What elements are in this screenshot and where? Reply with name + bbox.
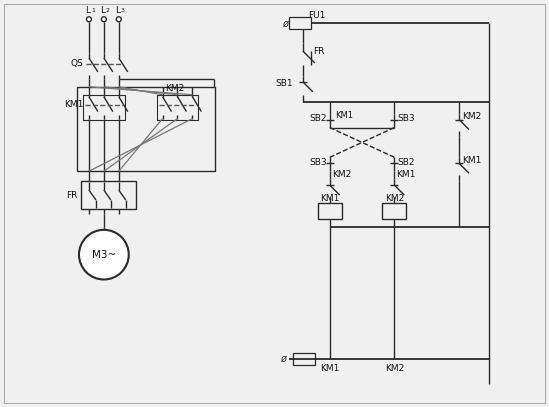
Text: KM1: KM1 — [320, 194, 339, 203]
Text: KM1: KM1 — [396, 170, 416, 179]
Circle shape — [116, 17, 121, 22]
Text: FR: FR — [66, 190, 77, 199]
Text: ø: ø — [282, 18, 288, 28]
Text: SB2: SB2 — [309, 114, 327, 123]
Text: SB2: SB2 — [397, 158, 415, 167]
Text: KM1: KM1 — [335, 111, 352, 120]
Circle shape — [79, 230, 129, 280]
Bar — [81, 181, 136, 209]
Circle shape — [86, 17, 92, 22]
Text: SB1: SB1 — [275, 79, 293, 88]
Bar — [156, 95, 198, 120]
Text: M3~: M3~ — [92, 249, 116, 260]
Text: SB3: SB3 — [309, 158, 327, 167]
Text: KM2: KM2 — [462, 112, 481, 121]
Bar — [318, 203, 341, 219]
Text: 1: 1 — [91, 8, 95, 13]
Text: L: L — [100, 6, 105, 15]
Bar — [383, 203, 406, 219]
Text: SB3: SB3 — [397, 114, 415, 123]
Text: KM2: KM2 — [166, 84, 185, 93]
Text: 2: 2 — [106, 8, 110, 13]
Bar — [83, 95, 125, 120]
Bar — [293, 353, 315, 365]
Bar — [289, 17, 311, 29]
Text: KM1: KM1 — [65, 100, 84, 109]
Text: KM2: KM2 — [332, 170, 351, 179]
Text: 3: 3 — [121, 8, 125, 13]
Text: FU1: FU1 — [308, 11, 326, 20]
Text: QS: QS — [70, 59, 83, 68]
Text: KM2: KM2 — [385, 364, 404, 373]
Text: KM1: KM1 — [462, 156, 481, 165]
Text: L: L — [115, 6, 120, 15]
Text: L: L — [86, 6, 91, 15]
Text: ø: ø — [280, 354, 286, 364]
Text: FR: FR — [313, 46, 324, 55]
Text: KM1: KM1 — [320, 364, 339, 373]
Circle shape — [102, 17, 107, 22]
Text: KM2: KM2 — [385, 194, 404, 203]
Bar — [77, 87, 215, 171]
